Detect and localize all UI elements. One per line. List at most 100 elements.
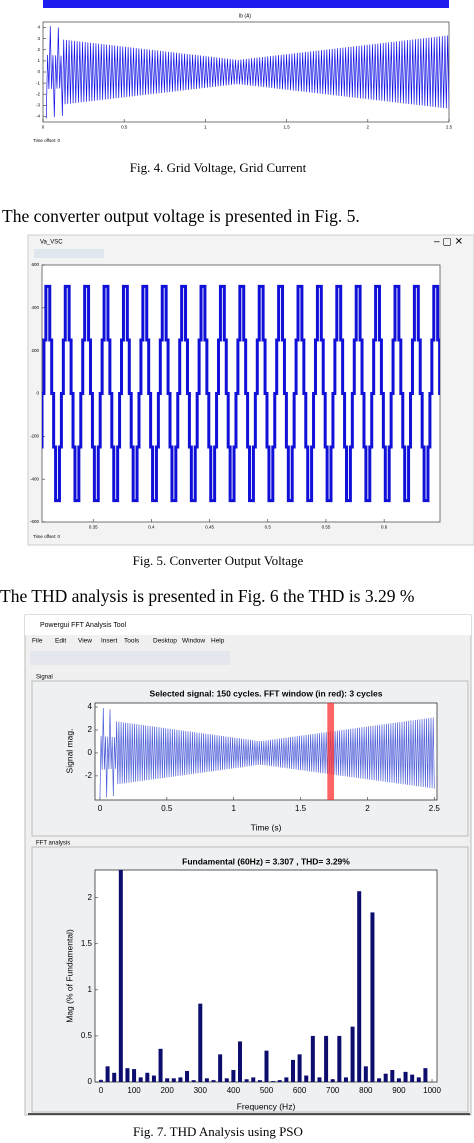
bar	[112, 1072, 117, 1082]
x-tick-label: 700	[326, 1086, 340, 1095]
bar	[165, 1078, 170, 1082]
y-tick-label: 200	[31, 348, 39, 353]
bar	[290, 1059, 295, 1082]
y-tick-label: 2	[88, 725, 93, 734]
x-tick-label: 1000	[423, 1086, 441, 1095]
y-tick-label: 0.5	[81, 1031, 93, 1040]
x-tick-label: 900	[392, 1086, 406, 1095]
x-tick-label: 0.4	[148, 525, 155, 530]
bar	[244, 1079, 249, 1082]
y-tick-label: -400	[30, 476, 40, 481]
bar	[383, 1073, 388, 1082]
bar	[363, 1066, 368, 1082]
window-controls: – ▢ ✕	[434, 237, 463, 248]
menu-item: Desktop	[153, 638, 177, 645]
waveform	[99, 707, 435, 799]
paragraph: The THD analysis is presented in Fig. 6 …	[0, 586, 414, 606]
x-tick-label: 500	[260, 1086, 274, 1095]
caption: Fig. 4. Grid Voltage, Grid Current	[130, 160, 307, 175]
x-tick-label: 0.35	[89, 525, 98, 530]
y-tick-label: -200	[30, 434, 40, 439]
bar	[357, 891, 362, 1082]
y-tick-label: -600	[30, 519, 40, 524]
bar	[238, 1041, 243, 1082]
bar	[297, 1054, 302, 1082]
bar	[211, 1080, 216, 1082]
x-tick-label: 1.5	[295, 804, 307, 813]
waveform	[45, 26, 449, 119]
x-tick-label: 1.5	[283, 125, 290, 130]
y-axis-label: Signal mag.	[64, 729, 74, 774]
bar	[410, 1074, 415, 1082]
x-axis-label: Time (s)	[251, 822, 282, 832]
toolbar	[34, 249, 104, 258]
bar	[264, 1050, 269, 1082]
signal-title: Selected signal: 150 cycles. FFT window …	[150, 688, 383, 698]
y-tick-label: 1.5	[81, 939, 93, 948]
subplot-title: Ib (A)	[239, 13, 252, 19]
bar	[257, 1080, 262, 1082]
menu-item: View	[78, 638, 92, 645]
y-axis-label: Mag (% of Fundamental)	[64, 929, 74, 1023]
bar	[343, 1077, 348, 1082]
x-tick-label: 800	[359, 1086, 373, 1095]
caption: Fig. 5. Converter Output Voltage	[133, 553, 304, 568]
bar	[171, 1078, 176, 1082]
bar	[377, 1078, 382, 1082]
y-tick-label: -3	[36, 103, 40, 108]
bar	[138, 1077, 143, 1082]
x-tick-label: 1	[204, 125, 207, 130]
time-offset: Time offset: 0	[33, 534, 61, 539]
bar	[277, 1080, 282, 1082]
bar	[191, 1080, 196, 1082]
bar	[350, 1026, 355, 1082]
bar	[132, 1069, 137, 1082]
bar	[151, 1075, 156, 1082]
menu-item: Window	[182, 638, 205, 645]
x-tick-label: 0.45	[205, 525, 214, 530]
bar	[158, 1048, 163, 1082]
bar	[423, 1068, 428, 1082]
x-axis-label: Frequency (Hz)	[237, 1101, 296, 1111]
x-tick-label: 0	[99, 1086, 104, 1095]
bar	[416, 1077, 421, 1082]
toolbar	[30, 651, 230, 665]
x-tick-label: 0	[42, 125, 45, 130]
y-tick-label: 0	[37, 69, 40, 74]
y-tick-label: 0	[88, 1077, 93, 1086]
fft-window	[327, 703, 335, 800]
bar	[231, 1070, 236, 1082]
x-tick-label: 100	[127, 1086, 141, 1095]
x-tick-label: 0.55	[322, 525, 331, 530]
y-tick-label: -2	[36, 91, 40, 96]
title-bar	[25, 615, 471, 635]
menu-item: Help	[211, 638, 225, 645]
bar	[271, 1081, 276, 1082]
bar	[118, 870, 123, 1082]
bar	[390, 1070, 395, 1082]
bar	[178, 1077, 183, 1082]
fft-title: Fundamental (60Hz) = 3.307 , THD= 3.29%	[182, 856, 350, 866]
bar	[324, 1035, 329, 1082]
bar	[224, 1078, 229, 1082]
time-offset: Time offset: 0	[33, 138, 61, 143]
panel-label: FFT analysis	[36, 841, 70, 847]
previous-plot-strip	[43, 0, 449, 8]
bar	[145, 1072, 150, 1082]
x-tick-label: 400	[227, 1086, 241, 1095]
x-tick-label: 1	[231, 804, 236, 813]
x-tick-label: 2	[365, 804, 370, 813]
bar	[310, 1035, 315, 1082]
y-tick-label: 4	[88, 702, 93, 711]
x-tick-label: 2.5	[446, 125, 453, 130]
menu-item: Tools	[124, 638, 140, 645]
x-tick-label: 0	[98, 804, 103, 813]
bar	[284, 1077, 289, 1082]
window-title: Va_VSC	[40, 240, 63, 246]
window-title: Powergui FFT Analysis Tool	[40, 622, 127, 629]
caption: Fig. 7. THD Analysis using PSO	[133, 1124, 303, 1139]
bar	[304, 1075, 309, 1082]
bar	[337, 1035, 342, 1082]
menu-item: File	[32, 638, 43, 645]
